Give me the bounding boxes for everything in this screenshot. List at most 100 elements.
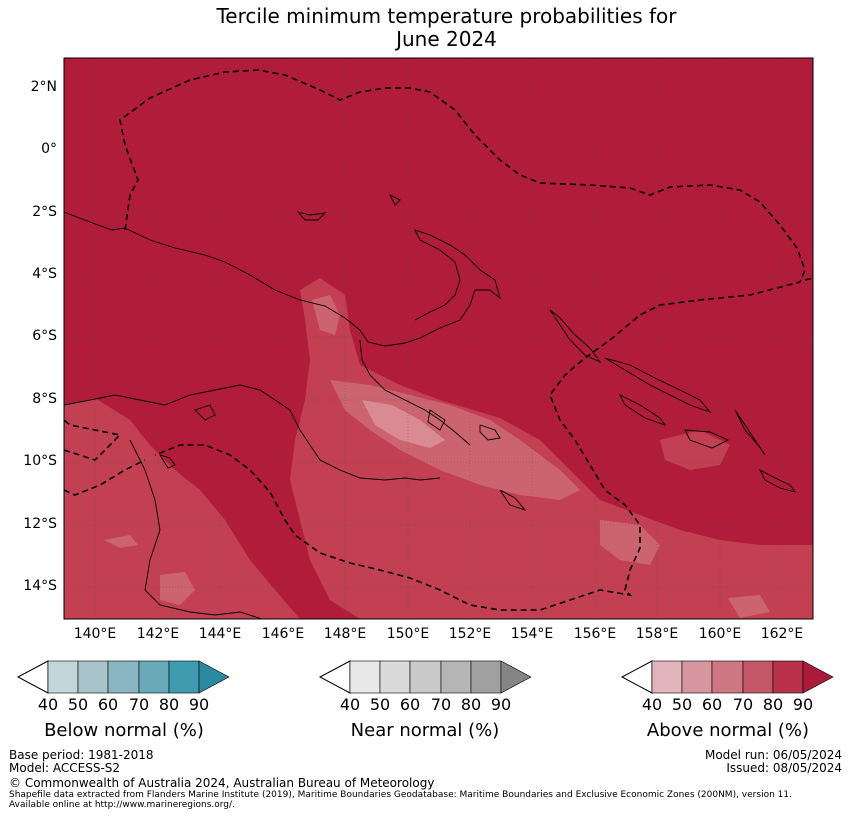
lat-label-6s: 6°S [32, 328, 57, 344]
colorbar-above-underflow [620, 660, 653, 694]
above-normal-60-region [728, 595, 770, 618]
colorbar-below-bin-50 [77, 660, 109, 694]
colorbar-below-label: Below normal (%) [44, 720, 204, 741]
colorbar-below-tick: 80 [158, 695, 180, 714]
colorbar-near-tick: 60 [399, 695, 421, 714]
solomon-islands-4 [758, 468, 797, 493]
colorbar-near-label: Near normal (%) [350, 720, 500, 741]
colorbar-near-tick: 40 [339, 695, 361, 714]
eez-png-north [119, 69, 806, 611]
shapefile-credit-line2: Available online at http://www.marinereg… [9, 800, 235, 810]
torres-strait-islands [158, 454, 176, 469]
papuan-peninsula [359, 339, 471, 446]
colorbar-near-bin-80 [470, 660, 502, 694]
colorbar-below-bin-40 [47, 660, 79, 694]
solomon-islands-3 [684, 429, 730, 449]
colorbar-above-tick: 50 [671, 695, 693, 714]
lon-label-160e: 160°E [698, 626, 742, 642]
above-normal-70-region [290, 278, 813, 619]
eez-solomons [804, 277, 813, 281]
model-run-date: Model run: 06/05/2024 [704, 748, 842, 762]
lon-label-152e: 152°E [448, 626, 492, 642]
colorbar-below-bin-80 [168, 660, 200, 694]
above-normal-60-region [600, 520, 660, 565]
colorbar-above-bin-60 [711, 660, 744, 694]
chart-title-line2: June 2024 [396, 27, 497, 51]
colorbar-below-tick: 60 [97, 695, 119, 714]
colorbar-below-tick: 90 [188, 695, 210, 714]
above-normal-70-region [660, 430, 730, 470]
colorbar-above [620, 660, 834, 694]
lon-label-148e: 148°E [323, 626, 367, 642]
colorbar-below-tick: 40 [37, 695, 59, 714]
colorbar-near-bin-70 [440, 660, 472, 694]
colorbar-above-tick: 90 [792, 695, 814, 714]
lat-label-0: 0° [41, 141, 57, 157]
colorbar-near-bin-50 [379, 660, 411, 694]
colorbar-below-tick: 70 [128, 695, 150, 714]
solomon-islands-1 [618, 393, 667, 426]
colorbar-near-bin-40 [349, 660, 381, 694]
chart-title-line1: Tercile minimum temperature probabilitie… [216, 4, 677, 28]
colorbar-near [318, 660, 532, 694]
colorbar-near-tick: 80 [460, 695, 482, 714]
eez-boundaries [64, 69, 813, 611]
map-frame [63, 57, 814, 620]
issued-date: Issued: 08/05/2024 [726, 761, 842, 775]
islands-north [296, 211, 327, 221]
graticule [64, 58, 813, 619]
colorbar-above-label: Above normal (%) [646, 720, 810, 741]
islands-kiriwina [427, 409, 446, 431]
cape-york-coast [129, 439, 263, 619]
lon-label-142e: 142°E [136, 626, 180, 642]
colorbar-above-bin-40 [651, 660, 683, 694]
lat-label-10s: 10°S [23, 453, 57, 469]
eez-indonesia-png [64, 419, 122, 461]
lon-label-150e: 150°E [386, 626, 430, 642]
colorbar-near-tick: 70 [430, 695, 452, 714]
colorbar-below-underflow [16, 660, 49, 694]
above-normal-60-region [104, 535, 138, 548]
lat-label-4s: 4°S [32, 266, 57, 282]
colorbar-above-bin-70 [742, 660, 774, 694]
colorbar-below-overflow [198, 660, 230, 694]
colorbar-above-tick: 70 [732, 695, 754, 714]
lon-label-156e: 156°E [573, 626, 617, 642]
copyright-notice: © Commonwealth of Australia 2024, Austra… [9, 776, 435, 790]
lat-label-14s: 14°S [23, 578, 57, 594]
shapefile-credit-line1: Shapefile data extracted from Flanders M… [9, 790, 792, 800]
new-britain [549, 309, 602, 364]
above-normal-70-region [64, 398, 300, 619]
colorbar-below-bin-60 [107, 660, 140, 694]
lon-label-144e: 144°E [198, 626, 242, 642]
colorbar-near-tick: 90 [490, 695, 512, 714]
colorbar-above-bin-80 [772, 660, 804, 694]
colorbar-near-tick: 50 [369, 695, 391, 714]
colorbar-near-underflow [318, 660, 351, 694]
islands-east-png [479, 424, 501, 441]
lon-label-158e: 158°E [635, 626, 679, 642]
colorbar-above-overflow [802, 660, 834, 694]
map-field [64, 58, 813, 619]
coastlines [64, 193, 797, 619]
above-normal-60-region [160, 572, 195, 605]
bougainville [604, 357, 712, 413]
colorbar-near-bin-60 [409, 660, 442, 694]
lat-label-8s: 8°S [32, 391, 57, 407]
lon-label-140e: 140°E [73, 626, 117, 642]
colorbar-below-tick: 50 [67, 695, 89, 714]
lat-label-2s: 2°S [32, 204, 57, 220]
colorbar-below-bin-70 [138, 660, 170, 694]
colorbar-below [16, 660, 230, 694]
lon-label-162e: 162°E [760, 626, 804, 642]
new-guinea-south-coast [64, 384, 441, 481]
eez-torres-strait [64, 459, 146, 496]
base-period: Base period: 1981-2018 [9, 748, 154, 762]
colorbar-near-overflow [500, 660, 532, 694]
colorbar-above-tick: 40 [641, 695, 663, 714]
islands-east-png-2 [499, 489, 527, 511]
solomon-islands-2 [734, 409, 766, 456]
colorbar-above-tick: 60 [701, 695, 723, 714]
lat-label-12s: 12°S [23, 516, 57, 532]
